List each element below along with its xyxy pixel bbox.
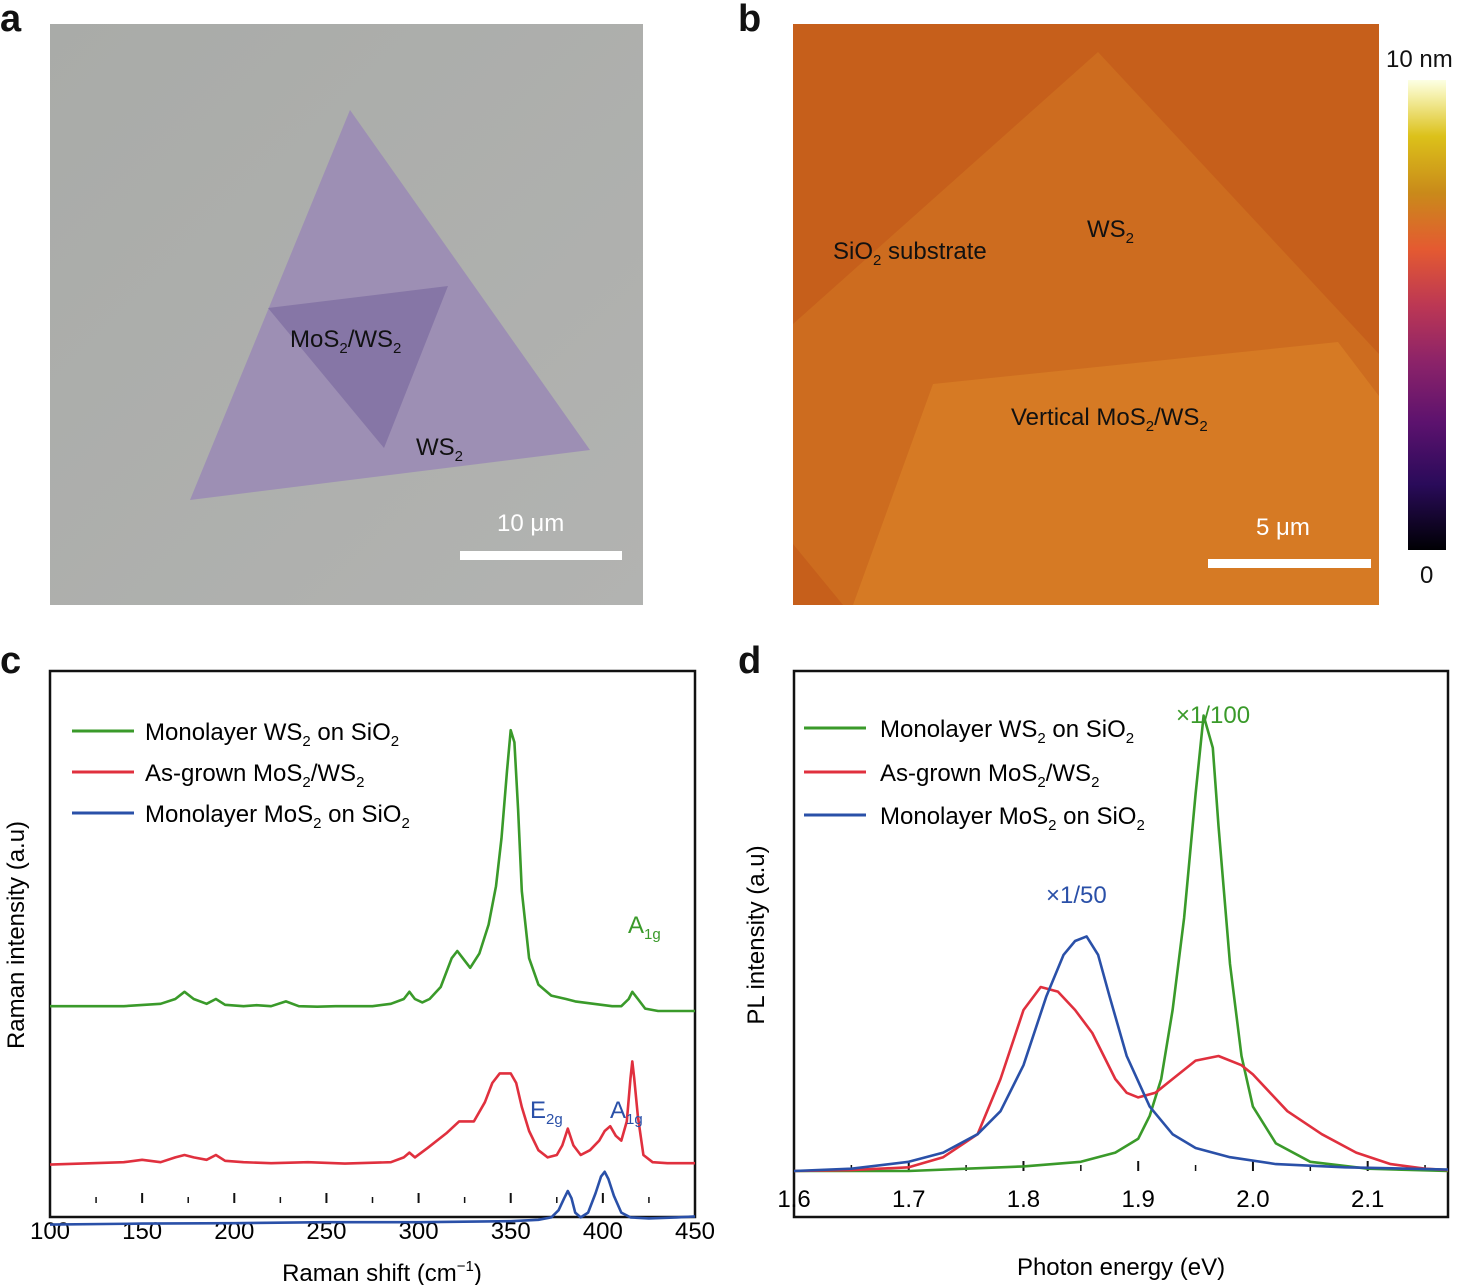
pl-xtick-label: 2.0 bbox=[1236, 1186, 1269, 1213]
pl-chart: 1.6 1.7 1.8 1.9 2.0 2.1 Monolayer WS2 on SiO2… bbox=[743, 669, 1450, 1281]
optical-flakes bbox=[50, 24, 643, 605]
raman-xtick-label: 400 bbox=[583, 1218, 623, 1245]
pl-plot-frame bbox=[792, 669, 1450, 1219]
heterostructure-triangle bbox=[268, 286, 448, 448]
afm-image: SiO2 substrate WS2 Vertical MoS2/WS2 5 μ… bbox=[793, 24, 1379, 605]
colorbar-min-label: 0 bbox=[1420, 562, 1434, 589]
raman-series-1 bbox=[49, 1060, 695, 1166]
colorbar-max-label: 10 nm bbox=[1386, 46, 1453, 73]
pl-legend: Monolayer WS2 on SiO2 As-grown MoS2/WS2 … bbox=[804, 716, 1145, 834]
label-ws2-a: WS2 bbox=[416, 434, 464, 465]
optical-image: MoS2/WS2 WS2 10 μm bbox=[50, 24, 643, 605]
pl-legend-text-hetero: As-grown MoS2/WS2 bbox=[880, 760, 1099, 791]
pl-xtick-label: 1.8 bbox=[1007, 1186, 1040, 1213]
raman-plot-frame bbox=[48, 669, 697, 1219]
pl-series-2 bbox=[793, 935, 1449, 1173]
label-heterostructure: MoS2/WS2 bbox=[290, 326, 402, 357]
raman-ylabel: Raman intensity (a.u) bbox=[3, 821, 30, 1049]
scale-text-a: 10 μm bbox=[497, 510, 565, 537]
pl-xtick-label: 1.6 bbox=[777, 1186, 810, 1213]
raman-xtick-label: 100 bbox=[30, 1218, 70, 1245]
annotation-a1g-mos2: A1g bbox=[610, 1097, 643, 1128]
panel-letter-b: b bbox=[738, 0, 762, 40]
panel-letter-d: d bbox=[738, 640, 762, 682]
annotation-x100: ×1/100 bbox=[1176, 702, 1250, 729]
label-vertical: Vertical MoS2/WS2 bbox=[1011, 404, 1208, 435]
pl-xtick-label: 2.1 bbox=[1351, 1186, 1384, 1213]
raman-xtick-label: 150 bbox=[122, 1218, 162, 1245]
afm-topography bbox=[793, 24, 1379, 605]
raman-legend: Monolayer WS2 on SiO2 As-grown MoS2/WS2 … bbox=[72, 719, 410, 832]
pl-xtick-label: 1.7 bbox=[892, 1186, 925, 1213]
pl-xtick-label: 1.9 bbox=[1122, 1186, 1155, 1213]
legend-text-mos2: Monolayer MoS2 on SiO2 bbox=[145, 801, 410, 832]
raman-series-0 bbox=[50, 728, 695, 1013]
pl-legend-text-ws2: Monolayer WS2 on SiO2 bbox=[880, 716, 1134, 747]
pl-series-0 bbox=[794, 714, 1449, 1173]
annotation-e2g-mos2: E2g bbox=[530, 1097, 563, 1128]
legend-text-ws2: Monolayer WS2 on SiO2 bbox=[145, 719, 399, 750]
panel-letter-a: a bbox=[0, 0, 22, 40]
scale-text-b: 5 μm bbox=[1256, 514, 1310, 541]
pl-ylabel: PL intensity (a.u) bbox=[743, 845, 770, 1024]
scale-bar-b bbox=[1208, 559, 1371, 568]
raman-xtick-label: 450 bbox=[675, 1218, 715, 1245]
label-substrate: SiO2 substrate bbox=[833, 238, 987, 269]
legend-text-hetero: As-grown MoS2/WS2 bbox=[145, 760, 364, 791]
panel-letter-c: c bbox=[0, 640, 22, 682]
annotation-a1g-ws2: A1g bbox=[628, 912, 661, 943]
annotation-x50: ×1/50 bbox=[1046, 882, 1107, 909]
raman-series-2 bbox=[49, 1170, 696, 1226]
pl-xlabel: Photon energy (eV) bbox=[1017, 1254, 1225, 1281]
colorbar bbox=[1408, 80, 1446, 550]
label-ws2-b: WS2 bbox=[1087, 216, 1135, 247]
scale-bar-a bbox=[460, 551, 622, 560]
vertical-heterostructure-region bbox=[853, 342, 1379, 605]
pl-legend-text-mos2: Monolayer MoS2 on SiO2 bbox=[880, 803, 1145, 834]
raman-chart: 100 150 200 250 300 350 400 450 Monolayer WS2 o… bbox=[3, 669, 715, 1285]
raman-xlabel: Raman shift (cm−1) bbox=[282, 1258, 482, 1285]
pl-series-1 bbox=[793, 985, 1449, 1173]
